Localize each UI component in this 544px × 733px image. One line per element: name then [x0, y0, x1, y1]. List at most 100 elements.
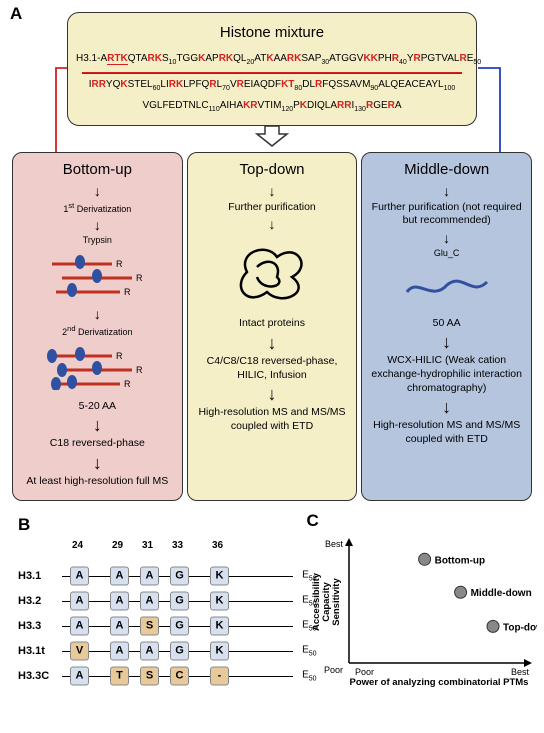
result-label: High-resolution MS and MS/MS coupled wit…	[368, 419, 525, 446]
svg-text:Poor: Poor	[355, 667, 374, 677]
panel-c: C BestPoorAccessibilityCapacitySensitivi…	[307, 511, 544, 696]
step-purif: Further purification (not required but r…	[368, 201, 525, 228]
arrow-icon: ↓	[194, 184, 351, 198]
residue-box: A	[70, 566, 89, 585]
result-label: At least high-resolution full MS	[19, 475, 176, 489]
residue-box: A	[70, 666, 89, 685]
residue-box: K	[210, 591, 229, 610]
result-label: High-resolution MS and MS/MS coupled wit…	[194, 406, 351, 433]
seq-line-3: VGLFEDTNLC110AIHAKRVTIM120PKDIQLARRI130R…	[76, 97, 468, 117]
top-down-title: Top-down	[194, 161, 351, 178]
residue-box: A	[70, 616, 89, 635]
svg-text:Sensitivity: Sensitivity	[331, 577, 342, 625]
chrom-label: WCX-HILIC (Weak cation exchange-hydrophi…	[368, 354, 525, 395]
variant-row: H3.1t VAAGK E50	[18, 640, 293, 662]
svg-text:Power of analyzing combinatori: Power of analyzing combinatorial PTMs	[349, 677, 528, 688]
panel-c-label: C	[307, 511, 319, 531]
bottom-up-column: Bottom-up ↓ 1st Derivatization ↓ Trypsin…	[12, 152, 183, 501]
arrow-icon: ↓	[194, 334, 351, 352]
peptide-fragments-1: R R R	[42, 254, 152, 298]
scatter-chart: BestPoorAccessibilityCapacitySensitivity…	[307, 531, 537, 691]
residue-box: G	[170, 616, 189, 635]
svg-text:Top-down: Top-down	[503, 622, 537, 633]
residue-box: K	[210, 616, 229, 635]
middle-down-title: Middle-down	[368, 161, 525, 178]
variant-label: H3.1t	[18, 645, 62, 657]
peptide-fragments-2: R R R	[42, 346, 152, 390]
residue-box: A	[110, 566, 129, 585]
variant-label: H3.3	[18, 620, 62, 632]
residue-box: S	[140, 616, 159, 635]
svg-text:R: R	[124, 379, 131, 389]
variant-label: H3.2	[18, 595, 62, 607]
panel-b-label: B	[18, 515, 30, 535]
variant-label: H3.3C	[18, 670, 62, 682]
residue-box: K	[210, 566, 229, 585]
svg-text:Bottom-up: Bottom-up	[434, 555, 485, 566]
chrom-label: C18 reversed-phase	[19, 437, 176, 451]
panel-b: B 2429313336 H3.1 AAAGK E50 H3.2 AAAGK E…	[18, 515, 293, 690]
arrow-icon: ↓	[368, 333, 525, 351]
arrow-icon: ↓	[19, 307, 176, 321]
arrow-icon: ↓	[19, 416, 176, 434]
step-gluc: Glu_C	[368, 248, 525, 260]
variant-row: H3.3C ATSC- E50	[18, 665, 293, 687]
chrom-label: C4/C8/C18 reversed-phase, HILIC, Infusio…	[194, 355, 351, 382]
residue-box: A	[70, 591, 89, 610]
svg-text:Middle-down: Middle-down	[470, 588, 531, 599]
middle-down-column: Middle-down ↓ Further purification (not …	[361, 152, 532, 501]
variant-row: H3.2 AAAGK E50	[18, 590, 293, 612]
bottom-up-title: Bottom-up	[19, 161, 176, 178]
step-deriv2: 2nd Derivatization	[19, 324, 176, 339]
residue-box: G	[170, 566, 189, 585]
svg-text:R: R	[116, 259, 123, 269]
variant-label: H3.1	[18, 570, 62, 582]
residue-box: A	[110, 616, 129, 635]
residue-box: A	[140, 566, 159, 585]
svg-text:R: R	[136, 365, 143, 375]
variant-row: H3.1 AAAGK E50	[18, 565, 293, 587]
residue-box: A	[110, 641, 129, 660]
top-down-column: Top-down ↓ Further purification ↓ Intact…	[187, 152, 358, 501]
seq-line-1: H3.1-ARTKQTARKS10TGGKAPRKQL20ATKAARKSAP3…	[76, 50, 468, 70]
arrow-icon: ↓	[19, 184, 176, 198]
frag-label: 50 AA	[368, 317, 525, 331]
arrow-icon: ↓	[368, 231, 525, 245]
variant-row: H3.3 AASGK E50	[18, 615, 293, 637]
svg-text:Best: Best	[325, 539, 344, 549]
arrow-icon: ↓	[368, 184, 525, 198]
residue-box: G	[170, 591, 189, 610]
svg-text:Best: Best	[511, 667, 530, 677]
residue-box: K	[210, 641, 229, 660]
three-column-row: Bottom-up ↓ 1st Derivatization ↓ Trypsin…	[12, 152, 532, 501]
intact-protein-icon	[227, 237, 317, 307]
seq-line-2: IRRYQKSTEL60LIRKLPFQRL70VREIAQDFKT80DLRF…	[76, 76, 468, 96]
frag-label: 5-20 AA	[19, 400, 176, 414]
residue-box: A	[140, 591, 159, 610]
residue-box: A	[110, 591, 129, 610]
residue-box: G	[170, 641, 189, 660]
residue-box: -	[210, 666, 229, 685]
arrow-icon: ↓	[19, 218, 176, 232]
seq-title: Histone mixture	[76, 19, 468, 46]
residue-box: V	[70, 641, 89, 660]
svg-text:R: R	[116, 351, 123, 361]
arrow-icon: ↓	[194, 217, 351, 231]
residue-box: A	[140, 641, 159, 660]
step-trypsin: Trypsin	[19, 235, 176, 247]
svg-text:R: R	[136, 273, 143, 283]
svg-text:R: R	[124, 287, 131, 297]
arrow-icon: ↓	[194, 385, 351, 403]
histone-sequence-box: Histone mixture H3.1-ARTKQTARKS10TGGKAPR…	[67, 12, 477, 126]
panel-a-label: A	[10, 4, 22, 24]
arrow-icon: ↓	[368, 398, 525, 416]
medium-peptide-icon	[397, 267, 497, 307]
residue-box: C	[170, 666, 189, 685]
step-deriv1: 1st Derivatization	[19, 201, 176, 216]
residue-box: S	[140, 666, 159, 685]
residue-box: T	[110, 666, 129, 685]
svg-text:Poor: Poor	[324, 665, 343, 675]
hollow-arrow-icon	[255, 126, 289, 148]
frag-label: Intact proteins	[194, 317, 351, 331]
step-purif: Further purification	[194, 201, 351, 215]
